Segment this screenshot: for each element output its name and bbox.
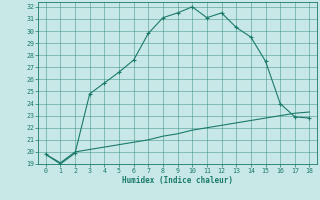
- X-axis label: Humidex (Indice chaleur): Humidex (Indice chaleur): [122, 176, 233, 185]
